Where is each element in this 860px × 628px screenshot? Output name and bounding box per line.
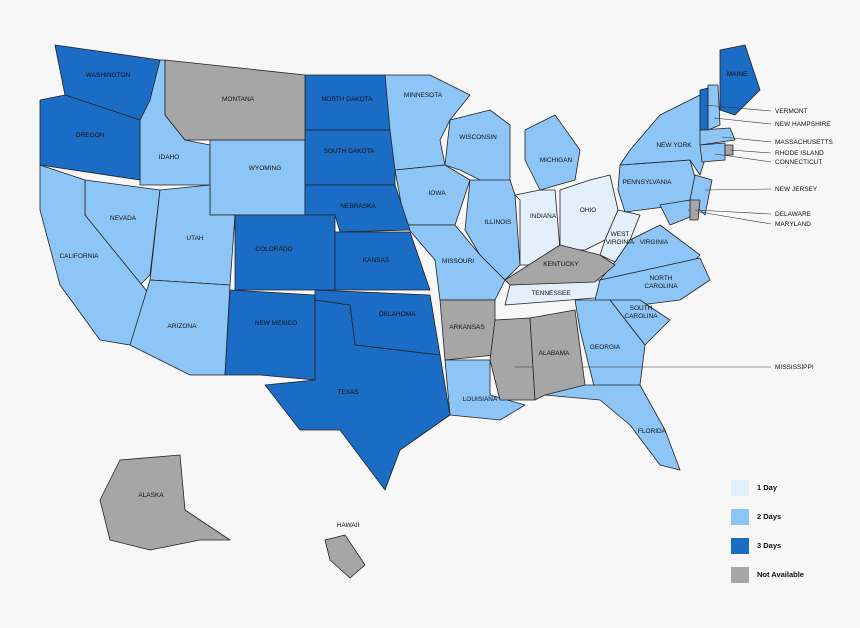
state-label: ALASKA (138, 492, 164, 499)
state-label: MISSOURI (442, 258, 474, 265)
legend-swatch (731, 480, 749, 496)
state-label: WASHINGTON (86, 72, 131, 79)
state-shape (324, 534, 366, 579)
state-label: HAWAII (337, 522, 360, 529)
state-shape (464, 179, 521, 281)
state-shape (54, 44, 161, 121)
state-label: WISCONSIN (459, 134, 497, 141)
state-label: UTAH (186, 235, 204, 242)
state-label: DELAWARE (775, 211, 812, 218)
state-label: IDAHO (159, 154, 180, 161)
state-label: NEW HAMPSHIRE (775, 121, 831, 128)
state-label: 2 Days (757, 512, 781, 521)
state-shape (264, 299, 451, 491)
state-shape (699, 142, 726, 163)
state-label: TENNESSEE (531, 290, 571, 297)
state-shape (334, 231, 431, 291)
state-label: ALABAMA (539, 350, 570, 357)
state-label: KENTUCKY (543, 261, 579, 268)
state-label: WYOMING (249, 165, 282, 172)
state-label: GEORGIA (590, 344, 621, 351)
state-label: VERMONT (775, 108, 808, 115)
state-label: MASSACHUSETTS (775, 139, 833, 146)
state-label: IOWA (428, 190, 446, 197)
state-shape (129, 279, 231, 376)
state-label: NORTH DAKOTA (321, 96, 373, 103)
state-shape (707, 84, 721, 131)
state-label: MISSISSIPPI (775, 364, 814, 371)
state-label: KANSAS (363, 257, 390, 264)
state-shape (724, 144, 734, 156)
state-shape (404, 224, 506, 301)
state-label: NEVADA (110, 215, 137, 222)
state-shape (699, 127, 736, 146)
state-shape (529, 309, 586, 401)
state-shape (699, 87, 709, 131)
state-label: MARYLAND (775, 221, 811, 228)
state-label: MAINE (727, 71, 748, 78)
state-label: OHIO (580, 207, 597, 214)
state-label: CONNECTICUT (775, 159, 822, 166)
state-label: WEST VIRGINIA (606, 231, 635, 246)
legend-swatch (731, 567, 749, 583)
state-shape (164, 59, 306, 141)
callout-line (687, 209, 772, 225)
callout-line (703, 104, 772, 112)
state-label: TEXAS (337, 389, 359, 396)
callout-line (721, 136, 772, 143)
state-shape (619, 94, 709, 176)
state-label: VIRGINIA (640, 239, 669, 246)
state-label: FLORIDA (638, 428, 667, 435)
state-shape (224, 289, 316, 381)
state-label: NEW JERSEY (775, 186, 818, 193)
state-label: PENNSYLVANIA (623, 179, 673, 186)
state-shape (304, 129, 396, 186)
state-label: MINNESOTA (404, 92, 443, 99)
state-shape (609, 299, 671, 346)
state-label: RHODE ISLAND (775, 150, 824, 157)
state-label: COLORADO (255, 246, 292, 253)
state-label: CALIFORNIA (59, 253, 99, 260)
state-label: LOUISIANA (463, 396, 498, 403)
state-shape (489, 317, 536, 401)
state-shape (719, 44, 761, 116)
state-label: MONTANA (222, 96, 255, 103)
callout-line (713, 117, 772, 125)
state-label: SOUTH CAROLINA (624, 305, 658, 320)
state-shape (524, 114, 581, 191)
state-label: MICHIGAN (540, 157, 573, 164)
state-label: NEBRASKA (340, 203, 376, 210)
state-shape (99, 454, 231, 551)
callout-line (694, 209, 772, 215)
state-label: Not Available (757, 570, 804, 579)
state-label: NORTH CAROLINA (644, 275, 678, 290)
state-label: NEW MEXICO (255, 320, 298, 327)
state-label: ARKANSAS (449, 324, 485, 331)
state-label: INDIANA (530, 213, 557, 220)
state-label: NEW YORK (656, 142, 692, 149)
state-label: OKLAHOMA (379, 311, 417, 318)
state-shape (504, 244, 616, 286)
legend-swatch (731, 538, 749, 554)
state-label: SOUTH DAKOTA (324, 148, 375, 155)
legend-swatch (731, 509, 749, 525)
state-shape (544, 384, 681, 471)
callout-line (704, 188, 772, 191)
state-shape (209, 139, 306, 216)
state-label: OREGON (76, 132, 105, 139)
state-label: 3 Days (757, 541, 781, 550)
callout-line (729, 149, 772, 154)
state-label: ARIZONA (168, 323, 198, 330)
state-label: ILLINOIS (485, 219, 512, 226)
state-label: 1 Day (757, 483, 778, 492)
callout-line (714, 153, 772, 163)
state-shape (39, 94, 141, 181)
